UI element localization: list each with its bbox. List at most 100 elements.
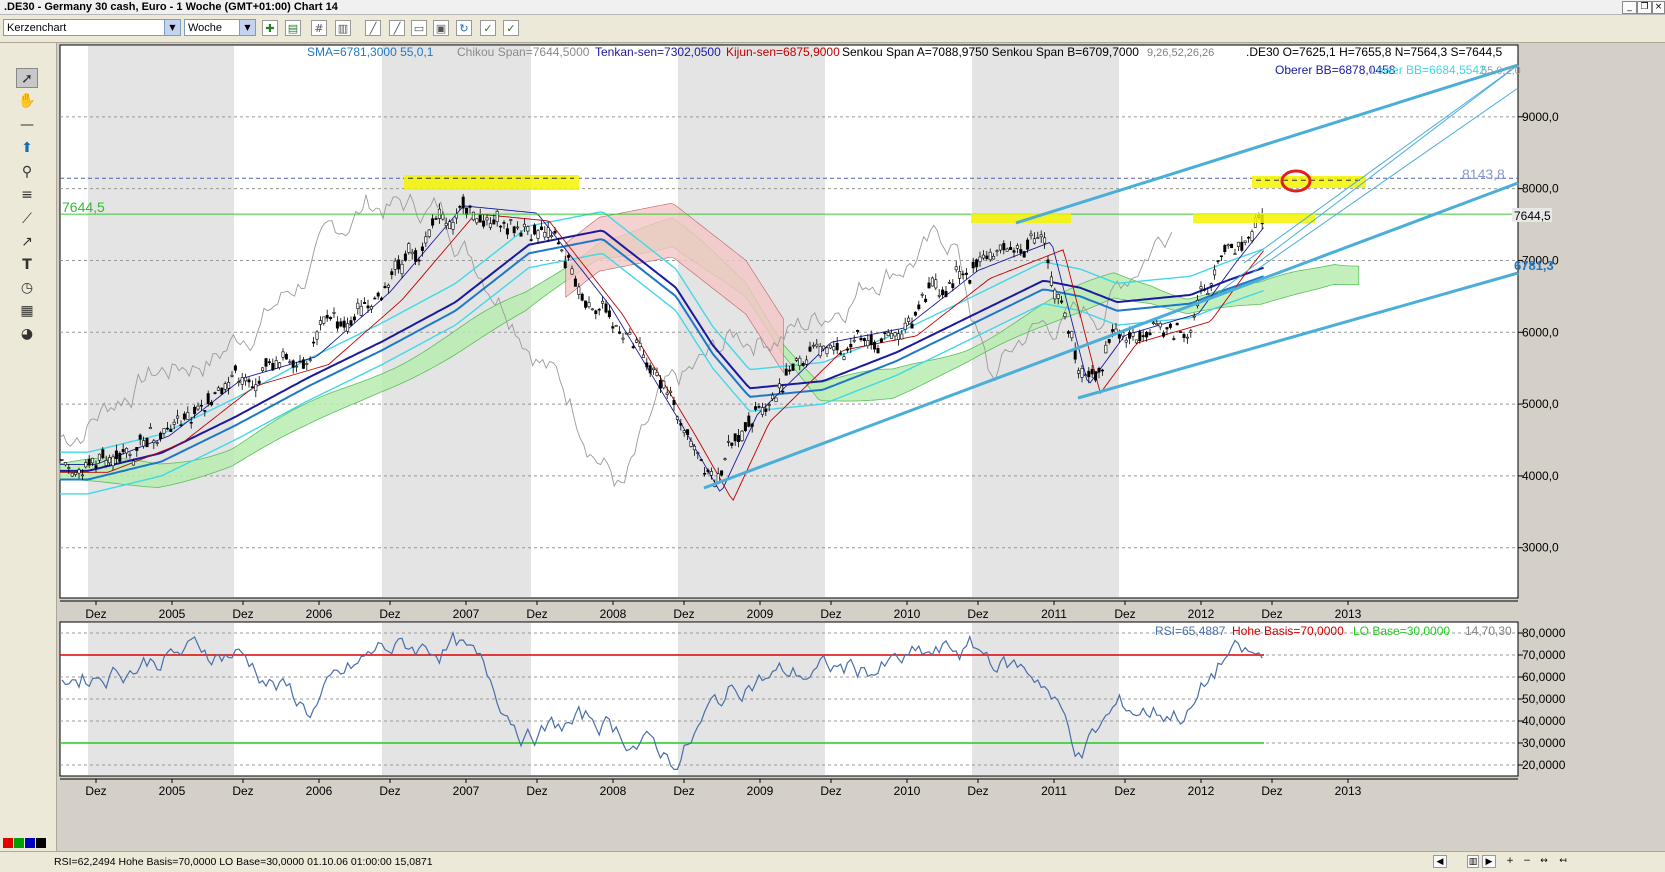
zoom-icon[interactable]: ⚲ xyxy=(21,164,33,180)
status-bar: RSI=62,2494 Hohe Basis=70,0000 LO Base=3… xyxy=(0,851,1665,872)
candle-body xyxy=(825,347,829,355)
scroll-thumb-icon[interactable]: ▥ xyxy=(1467,855,1479,868)
candle-body xyxy=(1107,339,1111,343)
palette-icon[interactable]: ◕ xyxy=(20,326,34,342)
zoom-out-icon[interactable]: − xyxy=(1523,856,1531,866)
candle-body xyxy=(601,300,605,304)
blue-swatch[interactable] xyxy=(25,838,35,848)
candle-body xyxy=(308,359,312,361)
zoom-in-icon[interactable]: + xyxy=(1506,856,1514,866)
x-tick-label: Dez xyxy=(85,607,106,621)
candle-body xyxy=(1070,331,1074,339)
trendline-icon[interactable]: ↗ xyxy=(21,234,33,250)
y-tick-label: 5000,0 xyxy=(1522,397,1559,411)
candle-body xyxy=(179,424,183,427)
candle-body xyxy=(1151,322,1155,325)
cursor-icon[interactable]: ➚ xyxy=(16,68,38,88)
rsi-tick-label: 60,0000 xyxy=(1522,670,1566,684)
candle-body xyxy=(295,365,299,368)
bar-chart-icon[interactable]: ▥ xyxy=(335,20,351,36)
refresh-icon[interactable]: ↻ xyxy=(456,20,472,36)
candle-body xyxy=(284,354,288,360)
candle-body xyxy=(648,365,652,374)
year-band xyxy=(382,46,531,597)
candle-body xyxy=(128,454,132,456)
candle-body xyxy=(1009,247,1013,251)
candle-body xyxy=(1182,334,1186,338)
candle-body xyxy=(335,321,339,329)
candle-body xyxy=(862,338,866,342)
candle-body xyxy=(594,310,598,315)
minimize-icon[interactable]: _ xyxy=(1622,1,1637,14)
x-tick-label: 2013 xyxy=(1335,607,1362,621)
arrow-up-icon[interactable]: ⬆ xyxy=(21,140,33,156)
grid-icon[interactable]: # xyxy=(311,20,327,36)
candle-body xyxy=(1063,312,1067,317)
calculator-icon[interactable]: ▦ xyxy=(20,303,34,319)
candle-body xyxy=(964,272,968,275)
candle-body xyxy=(533,224,537,235)
expand-icon[interactable]: ↔ xyxy=(1540,856,1548,866)
fibonacci-icon[interactable]: ≡ xyxy=(21,187,33,203)
candle-body xyxy=(856,330,860,332)
save-icon[interactable]: ▣ xyxy=(433,20,449,36)
candle-body xyxy=(1134,339,1138,344)
red-swatch[interactable] xyxy=(3,838,13,848)
fan-icon[interactable]: ⟋ xyxy=(22,211,32,227)
candle-body xyxy=(227,382,231,389)
collapse-icon[interactable]: ↤ xyxy=(1559,856,1567,866)
candle-body xyxy=(886,332,890,337)
green-swatch[interactable] xyxy=(14,838,24,848)
candle-body xyxy=(1165,327,1169,330)
line-chart-icon[interactable]: ╱ xyxy=(365,20,381,36)
candle-body xyxy=(1168,323,1172,328)
line-chart-icon-2[interactable]: ╱ xyxy=(389,20,405,36)
print-icon[interactable]: ▭ xyxy=(411,20,427,36)
x-tick-label: Dez xyxy=(967,784,988,798)
order-icon[interactable]: ✓ xyxy=(503,20,519,36)
candle-body xyxy=(937,294,941,297)
candle-body xyxy=(750,423,754,427)
candle-body xyxy=(696,452,700,454)
period-select[interactable]: Woche ▼ xyxy=(184,19,256,36)
candle-body xyxy=(1121,332,1125,337)
close-icon[interactable]: × xyxy=(1652,1,1665,14)
template-icon[interactable]: ▤ xyxy=(285,20,301,36)
clock-icon[interactable]: ◷ xyxy=(20,280,34,296)
last-price-box xyxy=(1512,208,1552,222)
candle-body xyxy=(686,429,690,435)
chevron-down-icon[interactable]: ▼ xyxy=(164,20,180,35)
candle-body xyxy=(560,249,564,252)
period-value: Woche xyxy=(188,22,223,34)
candle-body xyxy=(325,315,329,319)
candle-body xyxy=(1240,241,1244,251)
x-tick-label: Dez xyxy=(526,607,547,621)
trading-icon[interactable]: ✓ xyxy=(480,20,496,36)
x-tick-label: Dez xyxy=(85,784,106,798)
hand-icon[interactable]: ✋ xyxy=(18,93,36,109)
rsi-tick-label: 30,0000 xyxy=(1522,736,1566,750)
scroll-left-icon[interactable]: ◀ xyxy=(1433,855,1447,868)
chevron-down-icon[interactable]: ▼ xyxy=(239,20,255,35)
text-icon[interactable]: T xyxy=(22,257,32,273)
indicator-lines xyxy=(59,193,1264,501)
candle-body xyxy=(431,218,435,226)
chart-type-select[interactable]: Kerzenchart ▼ xyxy=(3,19,181,36)
x-tick-label: 2008 xyxy=(600,607,627,621)
chart-area[interactable]: 9000,0 8000,0 7000,0 6000,0 5000,0 4000,0 3000… xyxy=(56,43,1665,851)
restore-icon[interactable]: ❐ xyxy=(1637,1,1652,14)
candle-body xyxy=(954,266,958,271)
horizontal-line-icon[interactable]: — xyxy=(20,117,34,133)
candle-body xyxy=(1141,335,1145,338)
candle-body xyxy=(781,390,785,393)
candle-body xyxy=(968,280,972,284)
x-tick-label: Dez xyxy=(1261,607,1282,621)
candle-body xyxy=(380,297,384,300)
scroll-right-icon[interactable]: ▶ xyxy=(1482,855,1496,868)
candle-body xyxy=(743,422,747,431)
add-indicator-icon[interactable]: ✚ xyxy=(262,20,278,36)
highlight-box xyxy=(971,213,1071,223)
candle-body xyxy=(1060,300,1064,303)
black-swatch[interactable] xyxy=(36,838,46,848)
price-gridlines xyxy=(60,116,1518,549)
